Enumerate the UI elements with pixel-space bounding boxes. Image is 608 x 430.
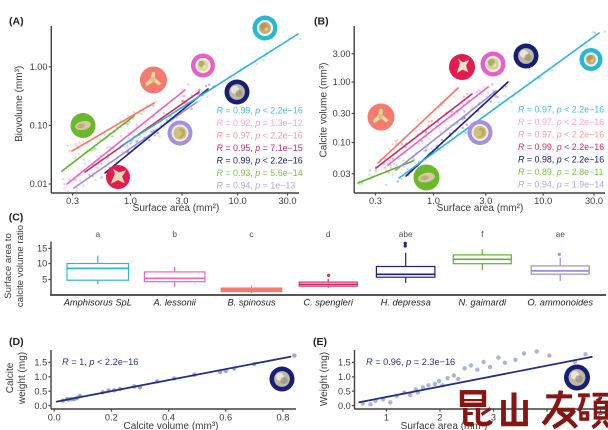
svg-text:Calcite volume (mm³): Calcite volume (mm³) [123, 421, 218, 430]
svg-text:R = 0.95, p = 7.1e−15: R = 0.95, p = 7.1e−15 [217, 143, 303, 153]
svg-text:R = 0.99, p < 2.2e−16: R = 0.99, p < 2.2e−16 [518, 142, 604, 152]
svg-text:0.3: 0.3 [66, 196, 79, 206]
svg-text:b: b [172, 229, 177, 239]
svg-text:1.5: 1.5 [338, 358, 351, 368]
svg-text:a: a [95, 229, 100, 239]
svg-text:0.10: 0.10 [30, 121, 48, 131]
svg-text:calcite volume ratio: calcite volume ratio [15, 225, 26, 307]
svg-text:R = 0.98, p < 2.2e−16: R = 0.98, p < 2.2e−16 [518, 155, 604, 165]
svg-text:Calcite volume (mm³): Calcite volume (mm³) [319, 62, 330, 157]
svg-text:(B): (B) [314, 16, 329, 28]
svg-text:3: 3 [491, 413, 496, 423]
svg-text:R = 0.94, p = 1e−13: R = 0.94, p = 1e−13 [217, 181, 296, 191]
svg-text:1.0: 1.0 [34, 372, 47, 382]
svg-text:c: c [249, 229, 253, 239]
svg-text:0.3: 0.3 [369, 196, 382, 206]
svg-text:R = 0.99, p < 2.2e−16: R = 0.99, p < 2.2e−16 [217, 156, 303, 166]
svg-text:H. depressa: H. depressa [381, 298, 431, 308]
svg-text:Surface area (mm²): Surface area (mm²) [133, 203, 220, 214]
svg-text:Weight (mg): Weight (mg) [319, 352, 330, 406]
svg-text:ae: ae [556, 229, 566, 239]
svg-text:Surface area (mm²): Surface area (mm²) [437, 203, 524, 214]
svg-text:A. lessonii: A. lessonii [153, 298, 197, 308]
svg-text:(A): (A) [9, 16, 24, 28]
svg-text:0.0: 0.0 [48, 413, 61, 423]
svg-text:10: 10 [37, 259, 47, 269]
svg-text:R = 0.94, p = 1.9e−14: R = 0.94, p = 1.9e−14 [518, 180, 604, 190]
svg-text:d: d [326, 229, 331, 239]
svg-text:R = 0.97, p < 2.2e−16: R = 0.97, p < 2.2e−16 [518, 105, 604, 115]
svg-text:weight (mg): weight (mg) [17, 352, 28, 405]
svg-text:O. ammonoides: O. ammonoides [527, 298, 593, 308]
svg-text:(E): (E) [313, 336, 327, 348]
svg-text:R = 0.97, p < 2.2e−16: R = 0.97, p < 2.2e−16 [217, 131, 303, 141]
svg-text:5: 5 [42, 275, 47, 285]
svg-text:0.0: 0.0 [34, 401, 47, 411]
svg-text:R = 1, p < 2.2e−16: R = 1, p < 2.2e−16 [62, 357, 138, 367]
svg-text:Calcite: Calcite [5, 362, 16, 393]
svg-text:30.0: 30.0 [585, 196, 603, 206]
svg-text:Surface area to: Surface area to [3, 233, 14, 299]
svg-text:0.03: 0.03 [333, 169, 351, 179]
svg-text:10.0: 10.0 [534, 196, 552, 206]
svg-text:10.0: 10.0 [229, 196, 247, 206]
svg-text:0.30: 0.30 [333, 109, 351, 119]
svg-text:3.00: 3.00 [333, 49, 351, 59]
svg-text:1.0: 1.0 [338, 372, 351, 382]
svg-text:1.0: 1.0 [124, 196, 137, 206]
svg-text:1.00: 1.00 [30, 62, 48, 72]
svg-text:0.01: 0.01 [30, 179, 48, 189]
svg-text:(C): (C) [9, 212, 24, 224]
svg-text:(D): (D) [9, 336, 24, 348]
svg-text:0.8: 0.8 [276, 413, 289, 423]
svg-text:15: 15 [37, 244, 47, 254]
svg-text:0.4: 0.4 [162, 413, 175, 423]
svg-text:R = 0.93, p = 5.6e−14: R = 0.93, p = 5.6e−14 [217, 168, 303, 178]
svg-text:B. spinosus: B. spinosus [227, 298, 275, 308]
svg-text:C. spengleri: C. spengleri [303, 298, 354, 308]
svg-text:Biovolume (mm³): Biovolume (mm³) [14, 66, 25, 142]
svg-text:0.0: 0.0 [338, 401, 351, 411]
svg-text:0.6: 0.6 [219, 413, 232, 423]
svg-text:2: 2 [437, 413, 442, 423]
svg-text:R = 0.97, p < 2.2e−16: R = 0.97, p < 2.2e−16 [518, 117, 604, 127]
svg-text:N. gaimardi: N. gaimardi [459, 298, 507, 308]
svg-text:1: 1 [384, 413, 389, 423]
svg-text:R = 0.92, p = 1.3e−12: R = 0.92, p = 1.3e−12 [217, 118, 303, 128]
svg-text:Amphisorus SpL: Amphisorus SpL [63, 298, 132, 308]
svg-text:0.5: 0.5 [338, 386, 351, 396]
svg-text:Surface area (mm²): Surface area (mm²) [401, 421, 488, 430]
svg-text:R = 0.99, p < 2.2e−16: R = 0.99, p < 2.2e−16 [217, 106, 303, 116]
svg-text:R = 0.96, p = 2.3e−16: R = 0.96, p = 2.3e−16 [366, 357, 455, 367]
svg-text:1.00: 1.00 [333, 77, 351, 87]
svg-text:3.0: 3.0 [479, 196, 492, 206]
svg-text:abe: abe [399, 229, 413, 239]
svg-text:0.2: 0.2 [105, 413, 118, 423]
svg-text:0.5: 0.5 [34, 386, 47, 396]
svg-text:R = 0.97, p < 2.2e−16: R = 0.97, p < 2.2e−16 [518, 130, 604, 140]
svg-text:30.0: 30.0 [278, 196, 296, 206]
svg-text:0.10: 0.10 [333, 138, 351, 148]
svg-text:3.0: 3.0 [176, 196, 189, 206]
svg-text:1.0: 1.0 [427, 196, 440, 206]
svg-text:R = 0.89, p = 2.8e−11: R = 0.89, p = 2.8e−11 [518, 167, 604, 177]
svg-text:1.5: 1.5 [34, 358, 47, 368]
svg-text:f: f [481, 229, 484, 239]
